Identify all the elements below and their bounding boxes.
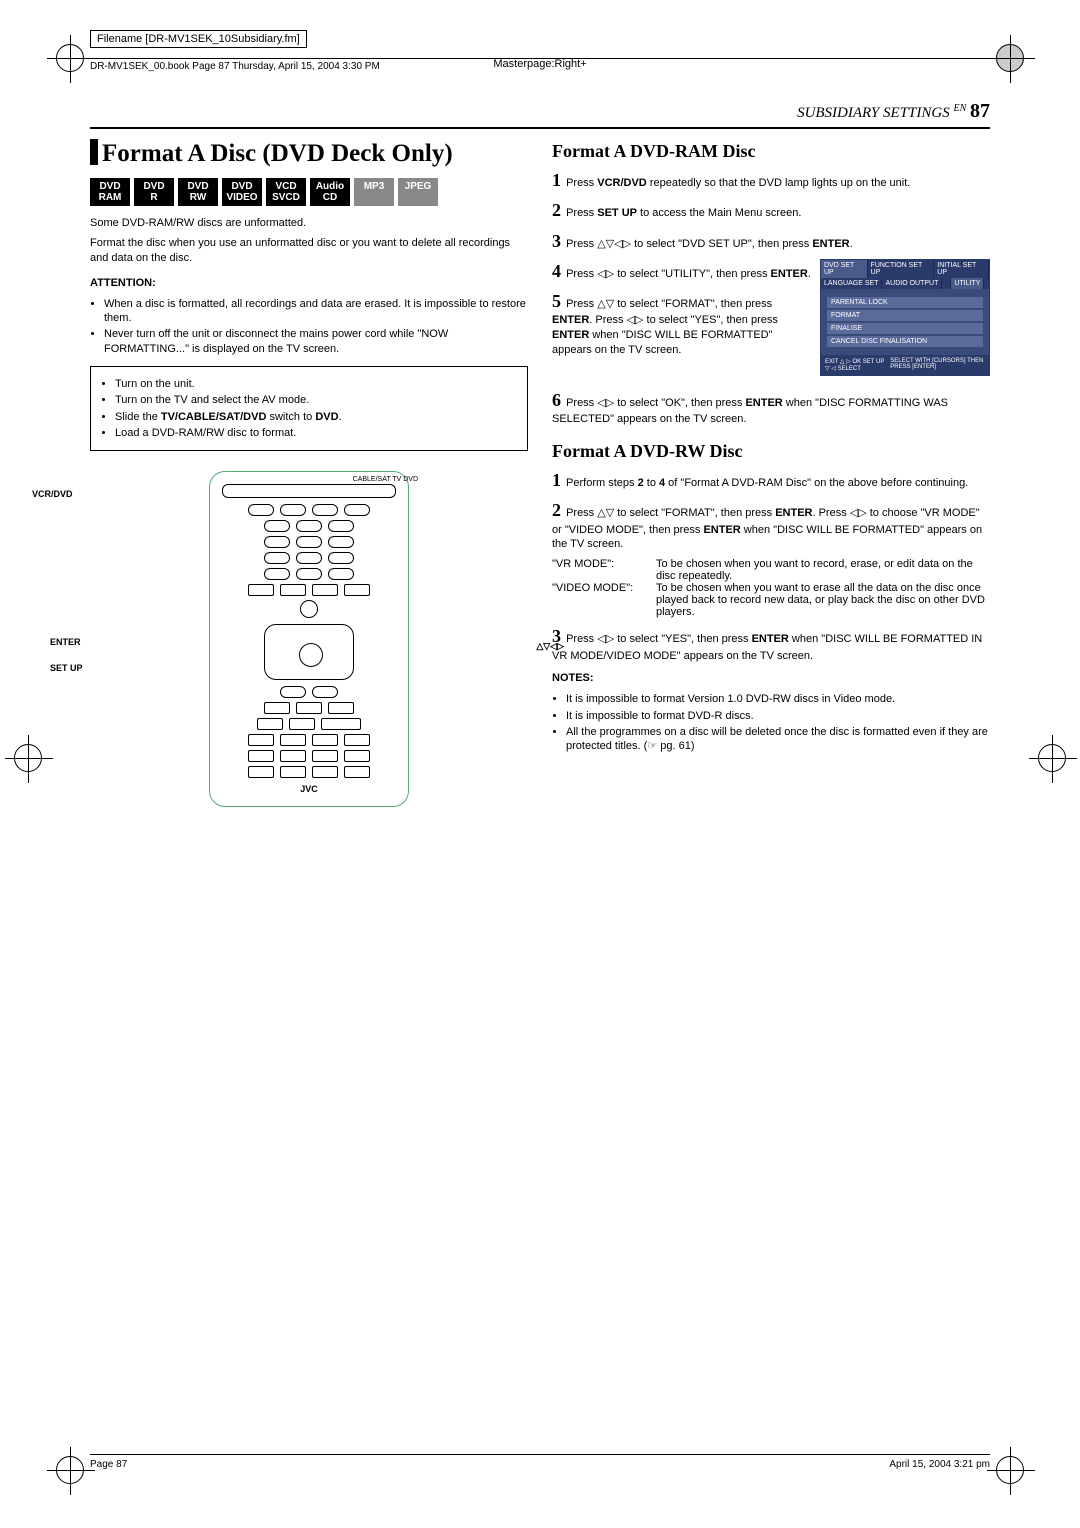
left-column: Format A Disc (DVD Deck Only) DVDRAMDVDR… (90, 139, 528, 807)
format-badge: MP3 (354, 178, 394, 206)
step-6: 6 Press ◁▷ to select "OK", then press EN… (552, 388, 990, 427)
page-container: Filename [DR-MV1SEK_10Subsidiary.fm] DR-… (90, 30, 990, 807)
osd-footer: EXIT △ ▷ OK SET UP ▽ ◁ SELECT SELECT WIT… (821, 355, 989, 375)
format-badge: DVDR (134, 178, 174, 206)
main-title: Format A Disc (DVD Deck Only) (90, 139, 528, 168)
title-bar-icon (90, 139, 98, 165)
osd-subtabs: LANGUAGE SETAUDIO OUTPUT UTILITY (821, 278, 989, 289)
format-badge: DVDVIDEO (222, 178, 262, 206)
remote-label-enter: ENTER (50, 637, 81, 647)
lang-code: EN (953, 103, 966, 114)
crop-mark (56, 44, 84, 72)
format-badge: VCDSVCD (266, 178, 306, 206)
remote-label-setup: SET UP (50, 663, 83, 673)
notes-heading: NOTES: (552, 671, 990, 686)
list-item: It is impossible to format Version 1.0 D… (566, 692, 990, 706)
list-item: Slide the TV/CABLE/SAT/DVD switch to DVD… (115, 410, 517, 424)
footer-date: April 15, 2004 3:21 pm (889, 1459, 990, 1470)
rw-step-1: 1 Perform steps 2 to 4 of "Format A DVD-… (552, 468, 990, 492)
intro-text: Format the disc when you use an unformat… (90, 236, 528, 266)
prep-box: Turn on the unit. Turn on the TV and sele… (90, 366, 528, 451)
footer-page: Page 87 (90, 1459, 127, 1470)
video-mode-def: "VIDEO MODE": To be chosen when you want… (552, 582, 990, 618)
page-number: 87 (970, 100, 990, 122)
rw-step-3: 3 Press ◁▷ to select "YES", then press E… (552, 624, 990, 663)
remote-figure: VCR/DVD ENTER SET UP △▽◁▷ CABLE/SAT TV D… (90, 471, 528, 807)
filename-bar: Filename [DR-MV1SEK_10Subsidiary.fm] (90, 30, 307, 48)
header-rule (90, 127, 990, 129)
format-badge: AudioCD (310, 178, 350, 206)
crop-mark (14, 744, 42, 772)
step-1: 1 Press VCR/DVD repeatedly so that the D… (552, 168, 990, 192)
rw-step-2: 2 Press △▽ to select "FORMAT", then pres… (552, 498, 990, 552)
right-column: Format A DVD-RAM Disc 1 Press VCR/DVD re… (552, 139, 990, 807)
list-item: It is impossible to format DVD-R discs. (566, 709, 990, 723)
list-item: All the programmes on a disc will be del… (566, 725, 990, 754)
remote-brand: JVC (222, 784, 396, 794)
format-badge: DVDRAM (90, 178, 130, 206)
format-badge: JPEG (398, 178, 438, 206)
format-badge-row: DVDRAMDVDRDVDRWDVDVIDEOVCDSVCDAudioCDMP3… (90, 178, 528, 206)
list-item: Never turn off the unit or disconnect th… (104, 327, 528, 356)
attention-heading: ATTENTION: (90, 276, 528, 291)
remote-label-cable: CABLE/SAT TV DVD (353, 476, 418, 483)
step-3: 3 Press △▽◁▷ to select "DVD SET UP", the… (552, 229, 990, 253)
crop-mark (56, 1456, 84, 1484)
ram-title: Format A DVD-RAM Disc (552, 141, 990, 162)
section-header: SUBSIDIARY SETTINGS EN 87 (90, 100, 990, 123)
remote-label-vcr: VCR/DVD (32, 489, 73, 499)
attention-list: When a disc is formatted, all recordings… (104, 297, 528, 356)
list-item: Load a DVD-RAM/RW disc to format. (115, 426, 517, 440)
remote-label-arrows: △▽◁▷ (536, 641, 564, 652)
page-footer: Page 87 April 15, 2004 3:21 pm (90, 1454, 990, 1470)
osd-tabs: DVD SET UPFUNCTION SET UPINITIAL SET UP (821, 260, 989, 278)
section-name: SUBSIDIARY SETTINGS (797, 105, 950, 121)
crop-mark (996, 1456, 1024, 1484)
osd-items: PARENTAL LOCKFORMATFINALISECANCEL DISC F… (821, 289, 989, 355)
intro-text: Some DVD-RAM/RW discs are unformatted. (90, 216, 528, 231)
osd-screenshot: DVD SET UPFUNCTION SET UPINITIAL SET UP … (820, 259, 990, 376)
crop-mark (996, 44, 1024, 72)
format-badge: DVDRW (178, 178, 218, 206)
list-item: Turn on the TV and select the AV mode. (115, 393, 517, 407)
crop-mark (1038, 744, 1066, 772)
vr-mode-def: "VR MODE": To be chosen when you want to… (552, 558, 990, 582)
list-item: Turn on the unit. (115, 377, 517, 391)
notes-list: It is impossible to format Version 1.0 D… (566, 692, 990, 753)
list-item: When a disc is formatted, all recordings… (104, 297, 528, 326)
rw-title: Format A DVD-RW Disc (552, 441, 990, 462)
step-2: 2 Press SET UP to access the Main Menu s… (552, 198, 990, 222)
prep-list: Turn on the unit. Turn on the TV and sele… (115, 377, 517, 440)
remote-outline: CABLE/SAT TV DVD (209, 471, 409, 807)
